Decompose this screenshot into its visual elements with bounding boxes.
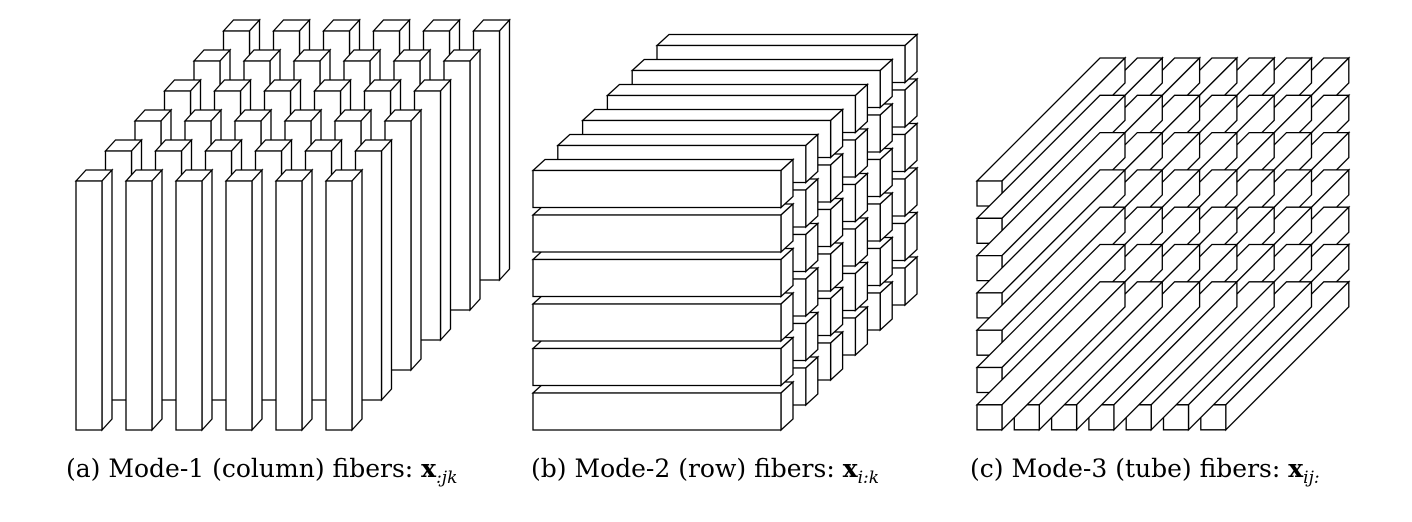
- row-fiber: [531, 202, 795, 254]
- caption-b-symbol: x: [842, 454, 858, 483]
- column-fiber: [324, 168, 364, 432]
- fiber-front-face: [75, 180, 103, 431]
- fiber-front-face: [532, 258, 782, 298]
- caption-c-symbol: x: [1288, 454, 1304, 483]
- mode-1-column-fibers-diagram: [74, 18, 511, 432]
- fiber-top-face: [531, 158, 795, 172]
- caption-a-symbol: x: [421, 454, 437, 483]
- column-fiber: [174, 168, 214, 432]
- caption-b: (b) Mode-2 (row) fibers: xi:k: [531, 454, 879, 488]
- caption-c-subscript: ij:: [1303, 468, 1320, 488]
- fiber-top-face: [605, 83, 870, 97]
- fiber-front-face: [532, 214, 782, 253]
- column-fiber: [274, 168, 314, 432]
- fiber-top-face: [630, 58, 894, 72]
- fiber-side-face: [101, 168, 113, 432]
- fiber-side-face: [380, 138, 393, 402]
- caption-a: (a) Mode-1 (column) fibers: x:jk: [66, 454, 457, 488]
- fiber-front-face: [325, 180, 353, 431]
- row-fiber: [531, 247, 795, 298]
- fiber-side-face: [251, 168, 263, 432]
- column-fiber: [74, 168, 114, 432]
- fiber-side-face: [301, 168, 313, 432]
- fiber-top-face: [580, 108, 845, 122]
- fiber-side-face: [151, 168, 163, 432]
- row-fiber: [531, 380, 795, 432]
- caption-c: (c) Mode-3 (tube) fibers: xij:: [970, 454, 1320, 488]
- mode-2-row-fibers-diagram: [531, 33, 919, 432]
- tube-fiber: [975, 280, 1127, 432]
- fiber-front-face: [976, 404, 1003, 431]
- fiber-front-face: [275, 180, 303, 431]
- fiber-front-face: [175, 180, 203, 431]
- fiber-side-face: [410, 108, 422, 372]
- column-fiber: [224, 168, 264, 432]
- fiber-side-face: [351, 168, 363, 432]
- caption-a-label: (a): [66, 454, 101, 483]
- fiber-top-face: [556, 133, 820, 147]
- row-fiber: [531, 336, 795, 387]
- fiber-front-face: [125, 180, 153, 431]
- fiber-front-face: [532, 169, 782, 209]
- column-fiber: [124, 168, 164, 432]
- fiber-side-face: [498, 18, 511, 282]
- fiber-front-face: [532, 347, 782, 387]
- caption-a-text: Mode-1 (column) fibers:: [108, 454, 414, 483]
- fiber-front-face: [532, 303, 782, 342]
- caption-c-label: (c): [970, 454, 1004, 483]
- caption-a-subscript: :jk: [436, 468, 458, 488]
- fiber-front-face: [225, 180, 253, 431]
- fiber-top-face: [655, 33, 919, 47]
- fiber-side-face: [469, 48, 481, 312]
- caption-b-label: (b): [531, 454, 567, 483]
- caption-c-text: Mode-3 (tube) fibers:: [1011, 454, 1281, 483]
- row-fiber: [531, 291, 795, 343]
- caption-b-subscript: i:k: [857, 468, 880, 488]
- fiber-front-face: [532, 392, 782, 431]
- fiber-side-face: [201, 168, 213, 432]
- mode-3-tube-fibers-diagram: [975, 56, 1351, 432]
- caption-b-text: Mode-2 (row) fibers:: [574, 454, 835, 483]
- fiber-side-face: [439, 78, 452, 342]
- row-fiber: [531, 158, 795, 209]
